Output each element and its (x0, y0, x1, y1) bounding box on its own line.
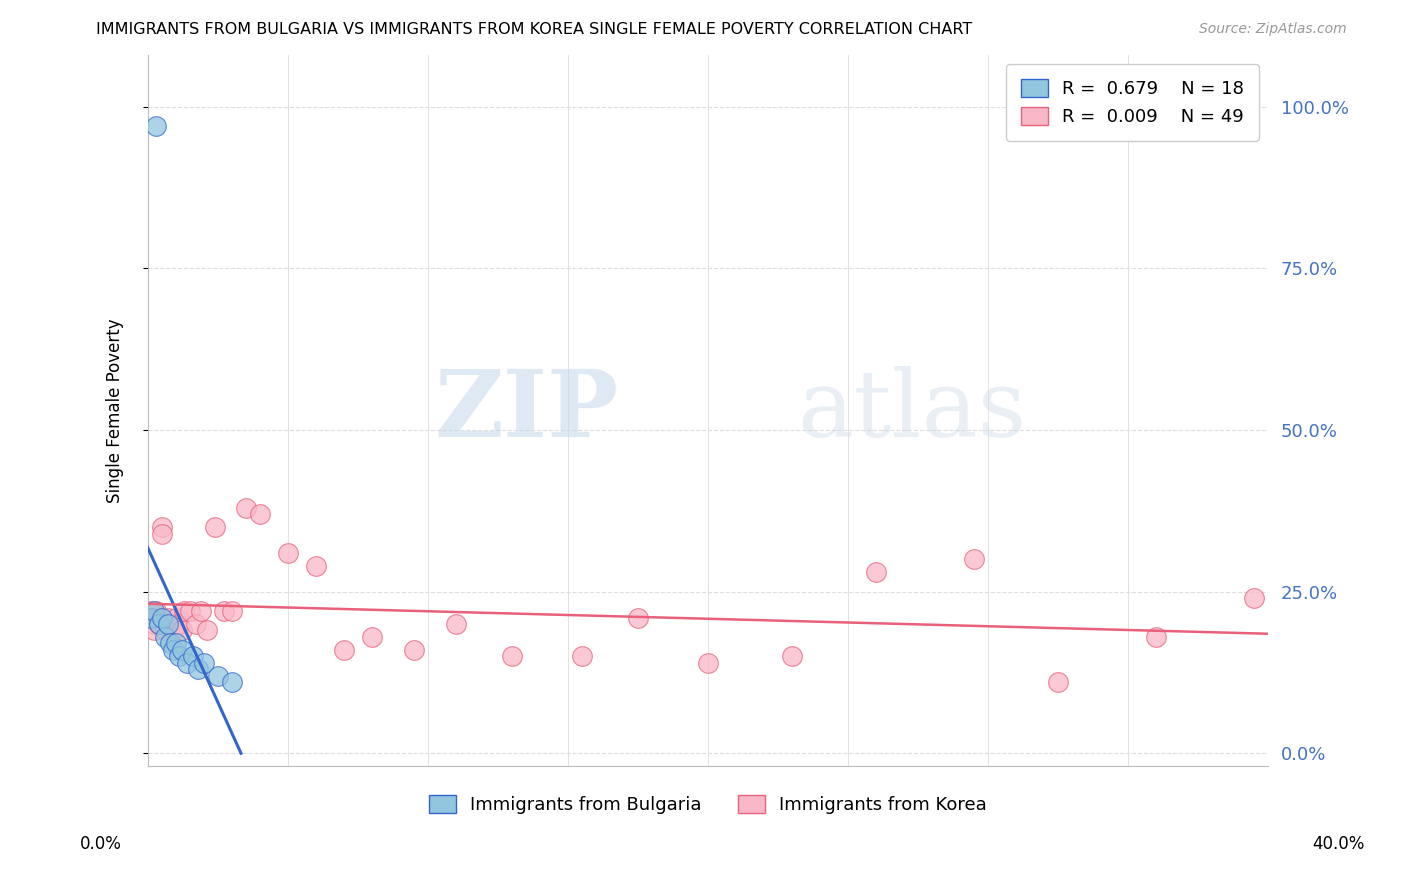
Point (221, 604, 243, 618)
Point (139, 610, 162, 624)
Point (1046, 675, 1069, 690)
Point (444, 617, 467, 632)
Text: Source: ZipAtlas.com: Source: ZipAtlas.com (1199, 22, 1347, 37)
Point (139, 604, 162, 618)
Point (139, 610, 162, 624)
Point (305, 558, 328, 573)
Point (184, 617, 207, 632)
Point (193, 656, 215, 670)
Text: 0.0%: 0.0% (80, 835, 122, 853)
Text: ZIP: ZIP (434, 366, 619, 456)
Point (402, 643, 425, 657)
Point (153, 630, 176, 644)
Point (170, 643, 193, 657)
Point (145, 120, 167, 134)
Point (190, 604, 212, 618)
Point (627, 610, 650, 624)
Point (181, 649, 204, 664)
Point (148, 617, 170, 632)
Point (153, 624, 176, 638)
Point (156, 610, 179, 624)
Point (277, 546, 299, 560)
Point (235, 500, 257, 515)
Y-axis label: Single Female Poverty: Single Female Poverty (107, 318, 124, 503)
Point (501, 649, 523, 664)
Point (165, 610, 187, 624)
Point (150, 526, 173, 541)
Point (207, 669, 229, 683)
Point (162, 624, 184, 638)
Point (148, 610, 170, 624)
Point (165, 636, 187, 650)
Point (249, 507, 271, 521)
Point (145, 604, 167, 618)
Point (162, 643, 184, 657)
Point (167, 617, 190, 632)
Point (167, 649, 190, 664)
Point (159, 636, 181, 650)
Point (696, 656, 718, 670)
Point (179, 604, 201, 618)
Point (150, 520, 173, 534)
Point (195, 624, 218, 638)
Legend: Immigrants from Bulgaria, Immigrants from Korea: Immigrants from Bulgaria, Immigrants fro… (422, 788, 994, 822)
Point (142, 617, 165, 632)
Point (204, 520, 226, 534)
Point (176, 656, 198, 670)
Text: atlas: atlas (797, 366, 1026, 456)
Point (865, 566, 887, 580)
Point (173, 604, 195, 618)
Point (150, 610, 173, 624)
Point (212, 604, 235, 618)
Point (333, 643, 356, 657)
Point (780, 649, 803, 664)
Point (571, 649, 593, 664)
Point (142, 624, 165, 638)
Point (187, 662, 209, 676)
Text: IMMIGRANTS FROM BULGARIA VS IMMIGRANTS FROM KOREA SINGLE FEMALE POVERTY CORRELAT: IMMIGRANTS FROM BULGARIA VS IMMIGRANTS F… (96, 22, 972, 37)
Point (221, 675, 243, 690)
Point (148, 617, 170, 632)
Point (361, 630, 384, 644)
Point (142, 604, 165, 618)
Point (159, 617, 181, 632)
Point (170, 624, 193, 638)
Point (156, 617, 179, 632)
Text: 40.0%: 40.0% (1312, 835, 1365, 853)
Point (1144, 630, 1167, 644)
Point (1243, 591, 1265, 606)
Point (963, 552, 986, 566)
